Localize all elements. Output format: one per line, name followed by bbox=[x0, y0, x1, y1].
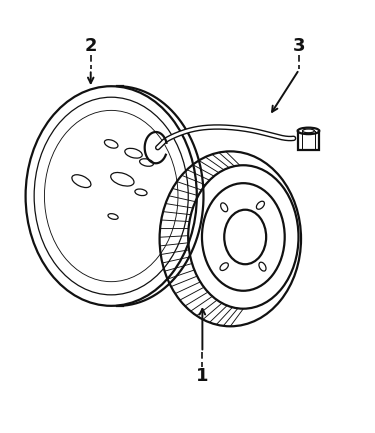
Text: 3: 3 bbox=[293, 36, 305, 55]
Ellipse shape bbox=[298, 128, 319, 134]
Text: 2: 2 bbox=[84, 36, 97, 55]
Ellipse shape bbox=[303, 129, 314, 133]
Bar bbox=[298, 131, 319, 149]
Text: 1: 1 bbox=[196, 367, 208, 385]
